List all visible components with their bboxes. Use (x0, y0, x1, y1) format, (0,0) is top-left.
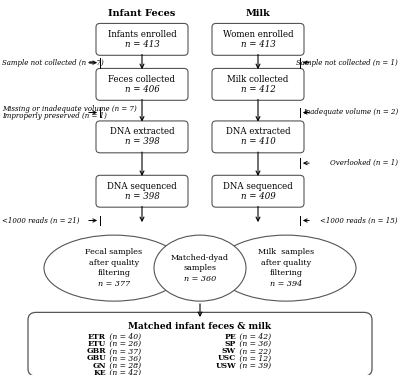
FancyBboxPatch shape (96, 176, 188, 207)
Text: <1000 reads (n = 15): <1000 reads (n = 15) (320, 216, 398, 225)
Text: SW: SW (222, 347, 236, 355)
FancyBboxPatch shape (212, 23, 304, 56)
Text: Sample not collected (n = 7): Sample not collected (n = 7) (2, 58, 104, 67)
Text: after quality: after quality (89, 259, 139, 267)
Text: n = 398: n = 398 (125, 137, 159, 146)
Text: <1000 reads (n = 21): <1000 reads (n = 21) (2, 216, 80, 225)
Text: (n = 40): (n = 40) (107, 333, 141, 341)
Ellipse shape (216, 235, 356, 301)
Text: (n = 12): (n = 12) (237, 354, 271, 363)
Text: n = 412: n = 412 (241, 85, 275, 94)
Text: GBU: GBU (86, 354, 106, 363)
Text: Infants enrolled: Infants enrolled (108, 30, 176, 39)
Text: Inadequate volume (n = 2): Inadequate volume (n = 2) (303, 108, 398, 117)
Text: Matched-dyad: Matched-dyad (171, 254, 229, 262)
Ellipse shape (44, 235, 184, 301)
Text: n = 406: n = 406 (125, 85, 159, 94)
FancyBboxPatch shape (212, 121, 304, 153)
Text: USW: USW (215, 362, 236, 370)
FancyBboxPatch shape (96, 23, 188, 56)
Text: Women enrolled: Women enrolled (223, 30, 293, 39)
Text: n = 410: n = 410 (241, 137, 275, 146)
FancyBboxPatch shape (28, 312, 372, 375)
Text: USC: USC (218, 354, 236, 363)
Text: Overlooked (n = 1): Overlooked (n = 1) (330, 159, 398, 167)
Text: Sample not collected (n = 1): Sample not collected (n = 1) (296, 58, 398, 67)
Text: Milk collected: Milk collected (227, 75, 289, 84)
Text: (n = 36): (n = 36) (237, 340, 271, 348)
FancyBboxPatch shape (212, 68, 304, 100)
Text: DNA sequenced: DNA sequenced (223, 182, 293, 191)
Text: ETU: ETU (88, 340, 106, 348)
Text: (n = 36): (n = 36) (107, 354, 141, 363)
Text: Missing or inadequate volume (n = 7): Missing or inadequate volume (n = 7) (2, 105, 137, 113)
Text: Fecal samples: Fecal samples (86, 248, 142, 256)
Text: (n = 26): (n = 26) (107, 340, 141, 348)
Text: GBR: GBR (86, 347, 106, 355)
Text: DNA sequenced: DNA sequenced (107, 182, 177, 191)
Text: n = 394: n = 394 (270, 280, 302, 288)
Text: Milk  samples: Milk samples (258, 248, 314, 256)
Text: Improperly preserved (n = 1): Improperly preserved (n = 1) (2, 112, 107, 120)
Text: Matched infant feces & milk: Matched infant feces & milk (128, 322, 272, 331)
Text: (n = 39): (n = 39) (237, 362, 271, 370)
Text: Infant Feces: Infant Feces (108, 9, 176, 18)
Text: KE: KE (93, 369, 106, 375)
Text: (n = 37): (n = 37) (107, 347, 141, 355)
Text: n = 398: n = 398 (125, 192, 159, 201)
FancyBboxPatch shape (96, 121, 188, 153)
Text: (n = 42): (n = 42) (237, 333, 271, 341)
Text: n = 377: n = 377 (98, 280, 130, 288)
Text: after quality: after quality (261, 259, 311, 267)
Text: SP: SP (225, 340, 236, 348)
FancyBboxPatch shape (212, 176, 304, 207)
Text: filtering: filtering (270, 269, 302, 278)
Text: (n = 42): (n = 42) (107, 369, 141, 375)
Text: (n = 28): (n = 28) (107, 362, 141, 370)
Text: Milk: Milk (246, 9, 270, 18)
Ellipse shape (154, 235, 246, 301)
Text: filtering: filtering (98, 269, 130, 278)
Text: (n = 22): (n = 22) (237, 347, 271, 355)
Text: GN: GN (92, 362, 106, 370)
Text: Feces collected: Feces collected (108, 75, 176, 84)
Text: PE: PE (224, 333, 236, 341)
Text: n = 409: n = 409 (241, 192, 275, 201)
Text: n = 413: n = 413 (125, 40, 159, 49)
Text: samples: samples (184, 264, 216, 272)
Text: n = 360: n = 360 (184, 274, 216, 283)
Text: ETR: ETR (88, 333, 106, 341)
Text: DNA extracted: DNA extracted (226, 128, 290, 136)
FancyBboxPatch shape (96, 68, 188, 100)
Text: n = 413: n = 413 (241, 40, 275, 49)
Text: DNA extracted: DNA extracted (110, 128, 174, 136)
